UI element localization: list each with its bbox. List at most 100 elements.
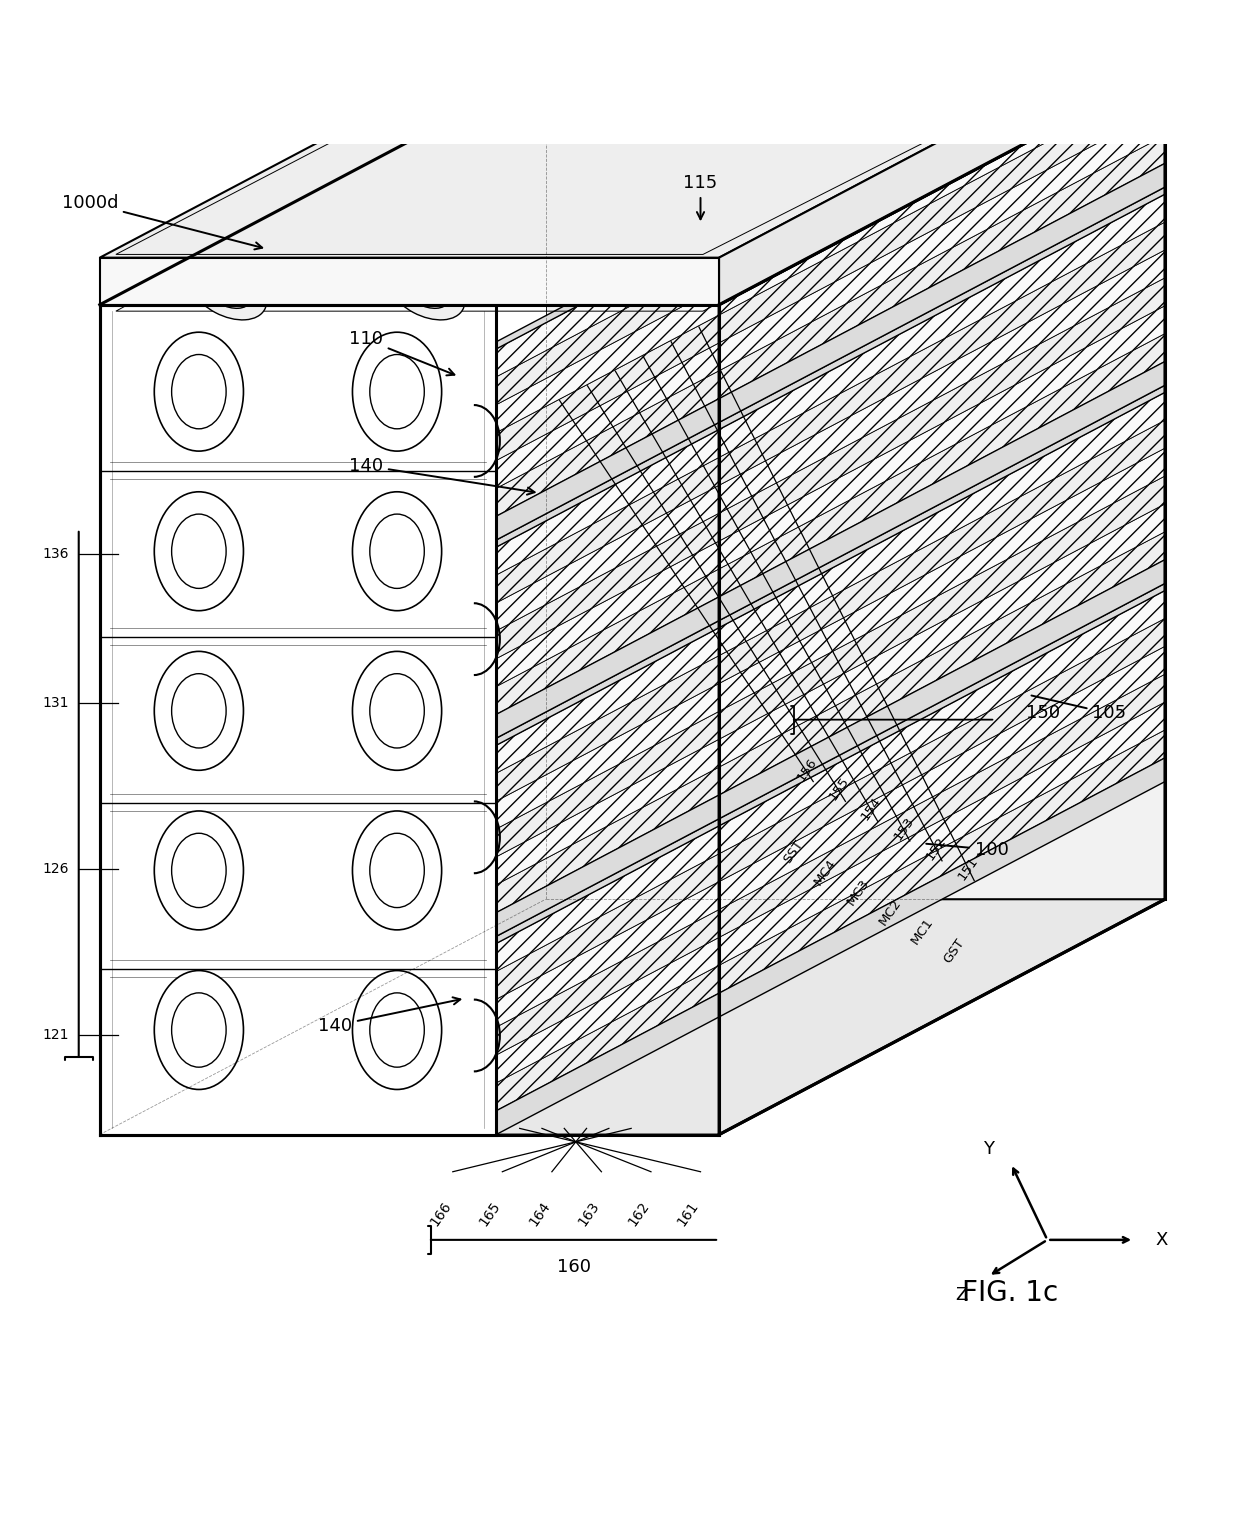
Polygon shape bbox=[496, 420, 1166, 801]
Ellipse shape bbox=[370, 673, 424, 748]
Polygon shape bbox=[496, 531, 1166, 913]
Polygon shape bbox=[496, 0, 1166, 349]
Polygon shape bbox=[496, 24, 1166, 404]
Ellipse shape bbox=[154, 333, 243, 452]
Ellipse shape bbox=[370, 993, 424, 1067]
Text: 100: 100 bbox=[926, 841, 1008, 859]
Ellipse shape bbox=[352, 652, 441, 771]
Text: 152: 152 bbox=[924, 835, 949, 862]
Ellipse shape bbox=[501, 198, 579, 259]
Ellipse shape bbox=[260, 241, 309, 278]
Text: 162: 162 bbox=[625, 1199, 652, 1228]
Polygon shape bbox=[496, 305, 1166, 687]
Text: GST: GST bbox=[941, 937, 967, 966]
Polygon shape bbox=[496, 278, 1166, 659]
Polygon shape bbox=[496, 107, 1166, 488]
Text: 160: 160 bbox=[557, 1257, 590, 1276]
Text: 131: 131 bbox=[42, 696, 68, 710]
Polygon shape bbox=[496, 0, 1166, 377]
Polygon shape bbox=[99, 899, 1166, 1135]
Ellipse shape bbox=[387, 259, 465, 320]
Ellipse shape bbox=[459, 241, 507, 278]
Ellipse shape bbox=[370, 514, 424, 589]
Text: 153: 153 bbox=[892, 815, 916, 842]
Polygon shape bbox=[496, 385, 1166, 745]
Text: 163: 163 bbox=[575, 1199, 603, 1228]
Polygon shape bbox=[496, 647, 1166, 1027]
Ellipse shape bbox=[154, 971, 243, 1090]
Text: MC3: MC3 bbox=[844, 876, 872, 908]
Polygon shape bbox=[496, 758, 1166, 1135]
Text: 151: 151 bbox=[955, 855, 981, 882]
Text: MC1: MC1 bbox=[909, 916, 936, 948]
Polygon shape bbox=[496, 476, 1166, 858]
Ellipse shape bbox=[352, 810, 441, 929]
Polygon shape bbox=[496, 591, 1166, 972]
Ellipse shape bbox=[171, 833, 226, 908]
Ellipse shape bbox=[444, 229, 522, 290]
Polygon shape bbox=[496, 560, 1166, 937]
Text: 126: 126 bbox=[42, 862, 68, 876]
Ellipse shape bbox=[171, 993, 226, 1067]
Polygon shape bbox=[719, 23, 1166, 305]
Polygon shape bbox=[496, 136, 1166, 516]
Polygon shape bbox=[496, 79, 1166, 461]
Polygon shape bbox=[99, 258, 719, 305]
Polygon shape bbox=[496, 583, 1166, 943]
Polygon shape bbox=[496, 392, 1166, 774]
Ellipse shape bbox=[303, 198, 382, 259]
Text: 105: 105 bbox=[1032, 696, 1126, 722]
Text: 165: 165 bbox=[476, 1199, 503, 1228]
Text: 115: 115 bbox=[683, 174, 718, 220]
Polygon shape bbox=[496, 188, 1166, 548]
Ellipse shape bbox=[402, 270, 450, 308]
Polygon shape bbox=[496, 504, 1166, 885]
Polygon shape bbox=[496, 449, 1166, 829]
Text: X: X bbox=[1156, 1231, 1168, 1248]
Text: Y: Y bbox=[983, 1140, 994, 1158]
Polygon shape bbox=[496, 702, 1166, 1083]
Text: MC4: MC4 bbox=[812, 856, 839, 888]
Text: MC2: MC2 bbox=[877, 896, 904, 928]
Polygon shape bbox=[496, 674, 1166, 1054]
Ellipse shape bbox=[516, 211, 564, 247]
Polygon shape bbox=[99, 23, 1166, 258]
Polygon shape bbox=[496, 362, 1166, 739]
Polygon shape bbox=[496, 52, 1166, 433]
Polygon shape bbox=[496, 163, 1166, 540]
Ellipse shape bbox=[246, 229, 324, 290]
Ellipse shape bbox=[352, 333, 441, 452]
Polygon shape bbox=[496, 334, 1166, 714]
Text: FIG. 1c: FIG. 1c bbox=[962, 1279, 1058, 1308]
Ellipse shape bbox=[154, 491, 243, 610]
Text: SST: SST bbox=[781, 838, 806, 867]
Ellipse shape bbox=[370, 833, 424, 908]
Ellipse shape bbox=[352, 491, 441, 610]
Ellipse shape bbox=[203, 270, 252, 308]
Ellipse shape bbox=[370, 354, 424, 429]
Ellipse shape bbox=[317, 211, 366, 247]
Ellipse shape bbox=[154, 810, 243, 929]
Polygon shape bbox=[496, 223, 1166, 603]
Text: 166: 166 bbox=[427, 1199, 454, 1228]
Ellipse shape bbox=[171, 354, 226, 429]
Polygon shape bbox=[496, 194, 1166, 575]
Text: 150: 150 bbox=[1027, 705, 1060, 722]
Ellipse shape bbox=[154, 652, 243, 771]
Polygon shape bbox=[496, 729, 1166, 1111]
Text: 121: 121 bbox=[42, 1029, 68, 1042]
Ellipse shape bbox=[171, 673, 226, 748]
Polygon shape bbox=[99, 305, 496, 1135]
Text: 161: 161 bbox=[675, 1199, 702, 1228]
Text: 164: 164 bbox=[526, 1199, 553, 1228]
Text: 140: 140 bbox=[317, 998, 460, 1035]
Text: 110: 110 bbox=[350, 331, 454, 375]
Ellipse shape bbox=[352, 971, 441, 1090]
Text: Z: Z bbox=[955, 1286, 967, 1303]
Polygon shape bbox=[496, 618, 1166, 1000]
Text: 155: 155 bbox=[827, 775, 852, 803]
Text: 156: 156 bbox=[795, 755, 820, 783]
Text: 140: 140 bbox=[348, 456, 534, 494]
Polygon shape bbox=[99, 69, 1166, 305]
Ellipse shape bbox=[171, 514, 226, 589]
